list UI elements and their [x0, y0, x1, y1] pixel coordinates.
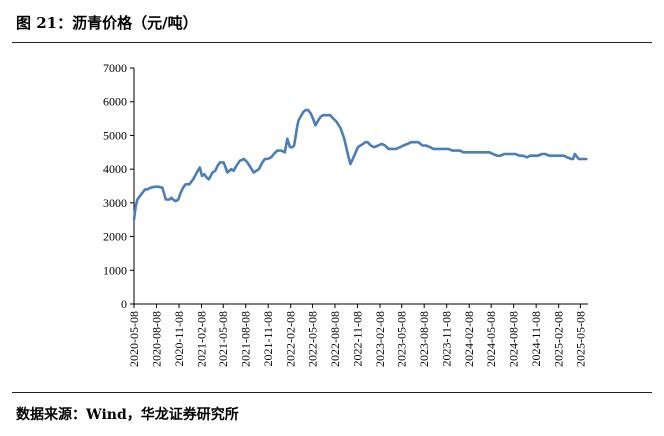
- source-note: 数据来源：Wind，华龙证券研究所: [16, 407, 239, 423]
- chart-title: 图 21：沥青价格（元/吨）: [16, 14, 198, 32]
- x-tick-label: 2025-02-08: [552, 311, 566, 367]
- x-tick-label: 2021-05-08: [216, 311, 230, 367]
- x-tick-label: 2022-05-08: [305, 311, 319, 367]
- x-tick-label: 2020-08-08: [149, 311, 163, 367]
- y-tick-label: 1000: [103, 263, 127, 277]
- x-tick-label: 2020-11-08: [172, 311, 186, 367]
- x-tick-label: 2021-11-08: [261, 311, 275, 367]
- series-layer: [132, 108, 588, 221]
- x-tick-label: 2022-08-08: [328, 311, 342, 367]
- y-tick-label: 0: [121, 297, 127, 311]
- y-tick-label: 7000: [103, 61, 127, 75]
- x-tick-label: 2024-08-08: [507, 311, 521, 367]
- y-tick-label: 2000: [103, 230, 127, 244]
- y-tick-label: 5000: [103, 128, 127, 142]
- x-tick-label: 2024-02-08: [462, 311, 476, 367]
- x-tick-label: 2022-11-08: [350, 311, 364, 367]
- x-tick-label: 2023-11-08: [440, 311, 454, 367]
- y-tick-label: 6000: [103, 95, 127, 109]
- series-line: [132, 108, 588, 221]
- x-tick-label: 2020-05-08: [127, 311, 141, 367]
- title-divider: [12, 42, 652, 43]
- x-tick-label: 2021-08-08: [239, 311, 253, 367]
- y-tick-label: 3000: [103, 196, 127, 210]
- x-tick-label: 2022-02-08: [284, 311, 298, 367]
- y-axis: 0 1000 2000 3000 4000 5000 6000 7000: [103, 61, 135, 311]
- x-tick-label: 2023-02-08: [373, 311, 387, 367]
- x-tick-label: 2024-11-08: [529, 311, 543, 367]
- x-tick-label: 2024-05-08: [484, 311, 498, 367]
- x-tick-label: 2023-05-08: [395, 311, 409, 367]
- x-axis: 2020-05-08 2020-08-08 2020-11-08 2021-02-08…: [127, 303, 588, 367]
- x-tick-label: 2025-05-08: [573, 311, 587, 367]
- y-tick-label: 4000: [103, 162, 127, 176]
- x-tick-label: 2021-02-08: [194, 311, 208, 367]
- x-tick-label: 2023-08-08: [417, 311, 431, 367]
- source-divider: [12, 392, 652, 393]
